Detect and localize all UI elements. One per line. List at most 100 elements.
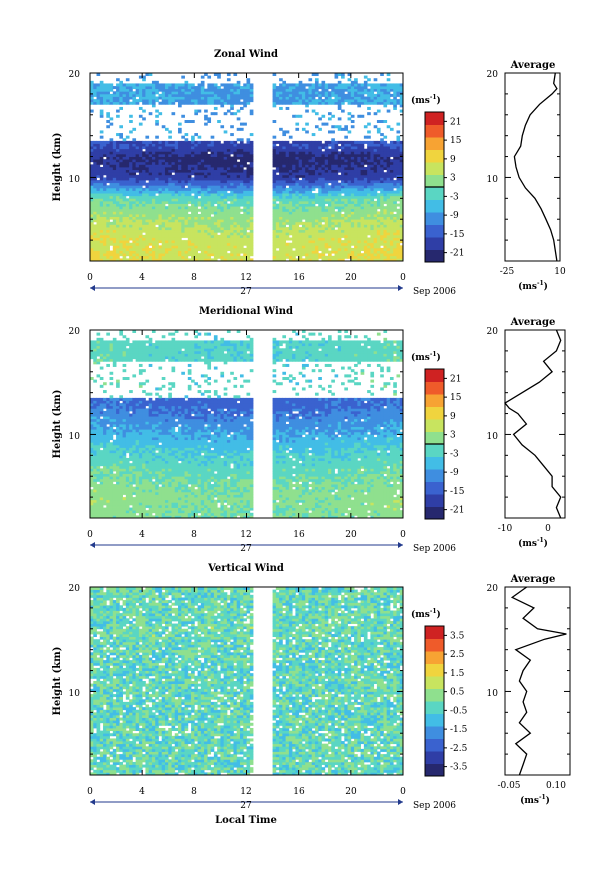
heatmap-cell [226, 99, 231, 103]
heatmap-cell [200, 229, 205, 233]
heatmap-cell [331, 208, 335, 212]
heatmap-cell [151, 229, 156, 233]
heatmap-cell [308, 156, 313, 160]
heatmap-cell [399, 185, 403, 189]
heatmap-cell [106, 86, 110, 90]
heatmap-cell [181, 148, 185, 152]
heatmap-cell [155, 167, 159, 171]
heatmap-cell [328, 143, 332, 147]
heatmap-cell [132, 211, 137, 215]
heatmap-cell [393, 234, 397, 238]
heatmap-cell [194, 133, 198, 137]
heatmap-cell [311, 91, 316, 95]
heatmap-cell [168, 88, 172, 92]
heatmap-cell [233, 167, 238, 171]
heatmap-cell [158, 146, 163, 150]
heatmap-cell [213, 195, 218, 199]
heatmap-cell [399, 208, 403, 212]
heatmap-cell [135, 174, 140, 178]
heatmap-cell [200, 80, 205, 84]
heatmap-cell [246, 247, 251, 251]
heatmap-cell [376, 185, 381, 189]
heatmap-cell [230, 96, 234, 100]
heatmap-cell [285, 86, 290, 90]
heatmap-cell [132, 174, 137, 178]
heatmap-cell [328, 193, 332, 197]
heatmap-cell [363, 169, 368, 173]
heatmap-cell [246, 198, 251, 202]
heatmap-cell [367, 253, 371, 257]
heatmap-cell [187, 164, 192, 168]
heatmap-cell [178, 151, 182, 155]
heatmap-cell [204, 216, 208, 220]
heatmap-cell [106, 167, 110, 171]
heatmap-cell [399, 153, 403, 157]
heatmap-cell [151, 104, 156, 108]
heatmap-cell [122, 206, 127, 210]
heatmap-cell [158, 88, 163, 92]
heatmap-cell [370, 156, 375, 160]
heatmap-cell [226, 258, 231, 261]
heatmap-cell [344, 198, 348, 202]
heatmap-cell [197, 237, 202, 241]
heatmap-cell [272, 104, 277, 108]
heatmap-cell [103, 255, 107, 259]
heatmap-cell [295, 122, 300, 126]
heatmap-cell [298, 80, 303, 84]
heatmap-cell [344, 167, 348, 171]
heatmap-cell [334, 88, 339, 92]
heatmap-cell [295, 182, 300, 186]
heatmap-cell [106, 247, 110, 251]
heatmap-cell [178, 180, 182, 184]
heatmap-cell [341, 182, 345, 186]
heatmap-cell [386, 167, 391, 171]
heatmap-cell [233, 190, 238, 194]
heatmap-cell [383, 153, 388, 157]
heatmap-cell [223, 200, 228, 204]
heatmap-cell [197, 143, 202, 147]
heatmap-cell [318, 224, 322, 228]
heatmap-cell [386, 153, 391, 157]
heatmap-cell [135, 86, 140, 90]
heatmap-cell [357, 167, 362, 171]
heatmap-cell [341, 245, 345, 249]
heatmap-cell [155, 135, 159, 139]
heatmap-cell [161, 255, 166, 259]
heatmap-cell [125, 172, 130, 176]
heatmap-cell [337, 88, 342, 92]
heatmap-cell [148, 229, 153, 233]
heatmap-cell [357, 91, 362, 95]
heatmap-cell [213, 140, 218, 144]
heatmap-cell [148, 164, 153, 168]
heatmap-cell [308, 91, 313, 95]
heatmap-cell [285, 187, 290, 191]
heatmap-cell [321, 211, 326, 215]
heatmap-cell [243, 83, 247, 87]
heatmap-cell [383, 180, 388, 184]
heatmap-cell [96, 164, 101, 168]
heatmap-cell [243, 234, 247, 238]
heatmap-cell [178, 99, 182, 103]
heatmap-cell [168, 96, 172, 100]
heatmap-cell [178, 187, 182, 191]
heatmap-cell [135, 200, 140, 204]
heatmap-cell [125, 86, 130, 90]
heatmap-cell [367, 159, 371, 163]
heatmap-cell [337, 242, 342, 246]
heatmap-cell [301, 203, 306, 207]
heatmap-cell [174, 221, 179, 225]
heatmap-cell [135, 140, 140, 144]
heatmap-cell [230, 104, 234, 108]
heatmap-cell [344, 99, 348, 103]
heatmap-cell [158, 198, 163, 202]
heatmap-cell [122, 167, 127, 171]
heatmap-cell [354, 78, 358, 82]
heatmap-cell [354, 177, 358, 181]
heatmap-cell [272, 96, 277, 100]
heatmap-cell [132, 195, 137, 199]
heatmap-cell [282, 161, 287, 165]
heatmap-cell [236, 214, 241, 218]
heatmap-cell [207, 208, 212, 212]
heatmap-cell [376, 203, 381, 207]
heatmap-cell [354, 187, 358, 191]
